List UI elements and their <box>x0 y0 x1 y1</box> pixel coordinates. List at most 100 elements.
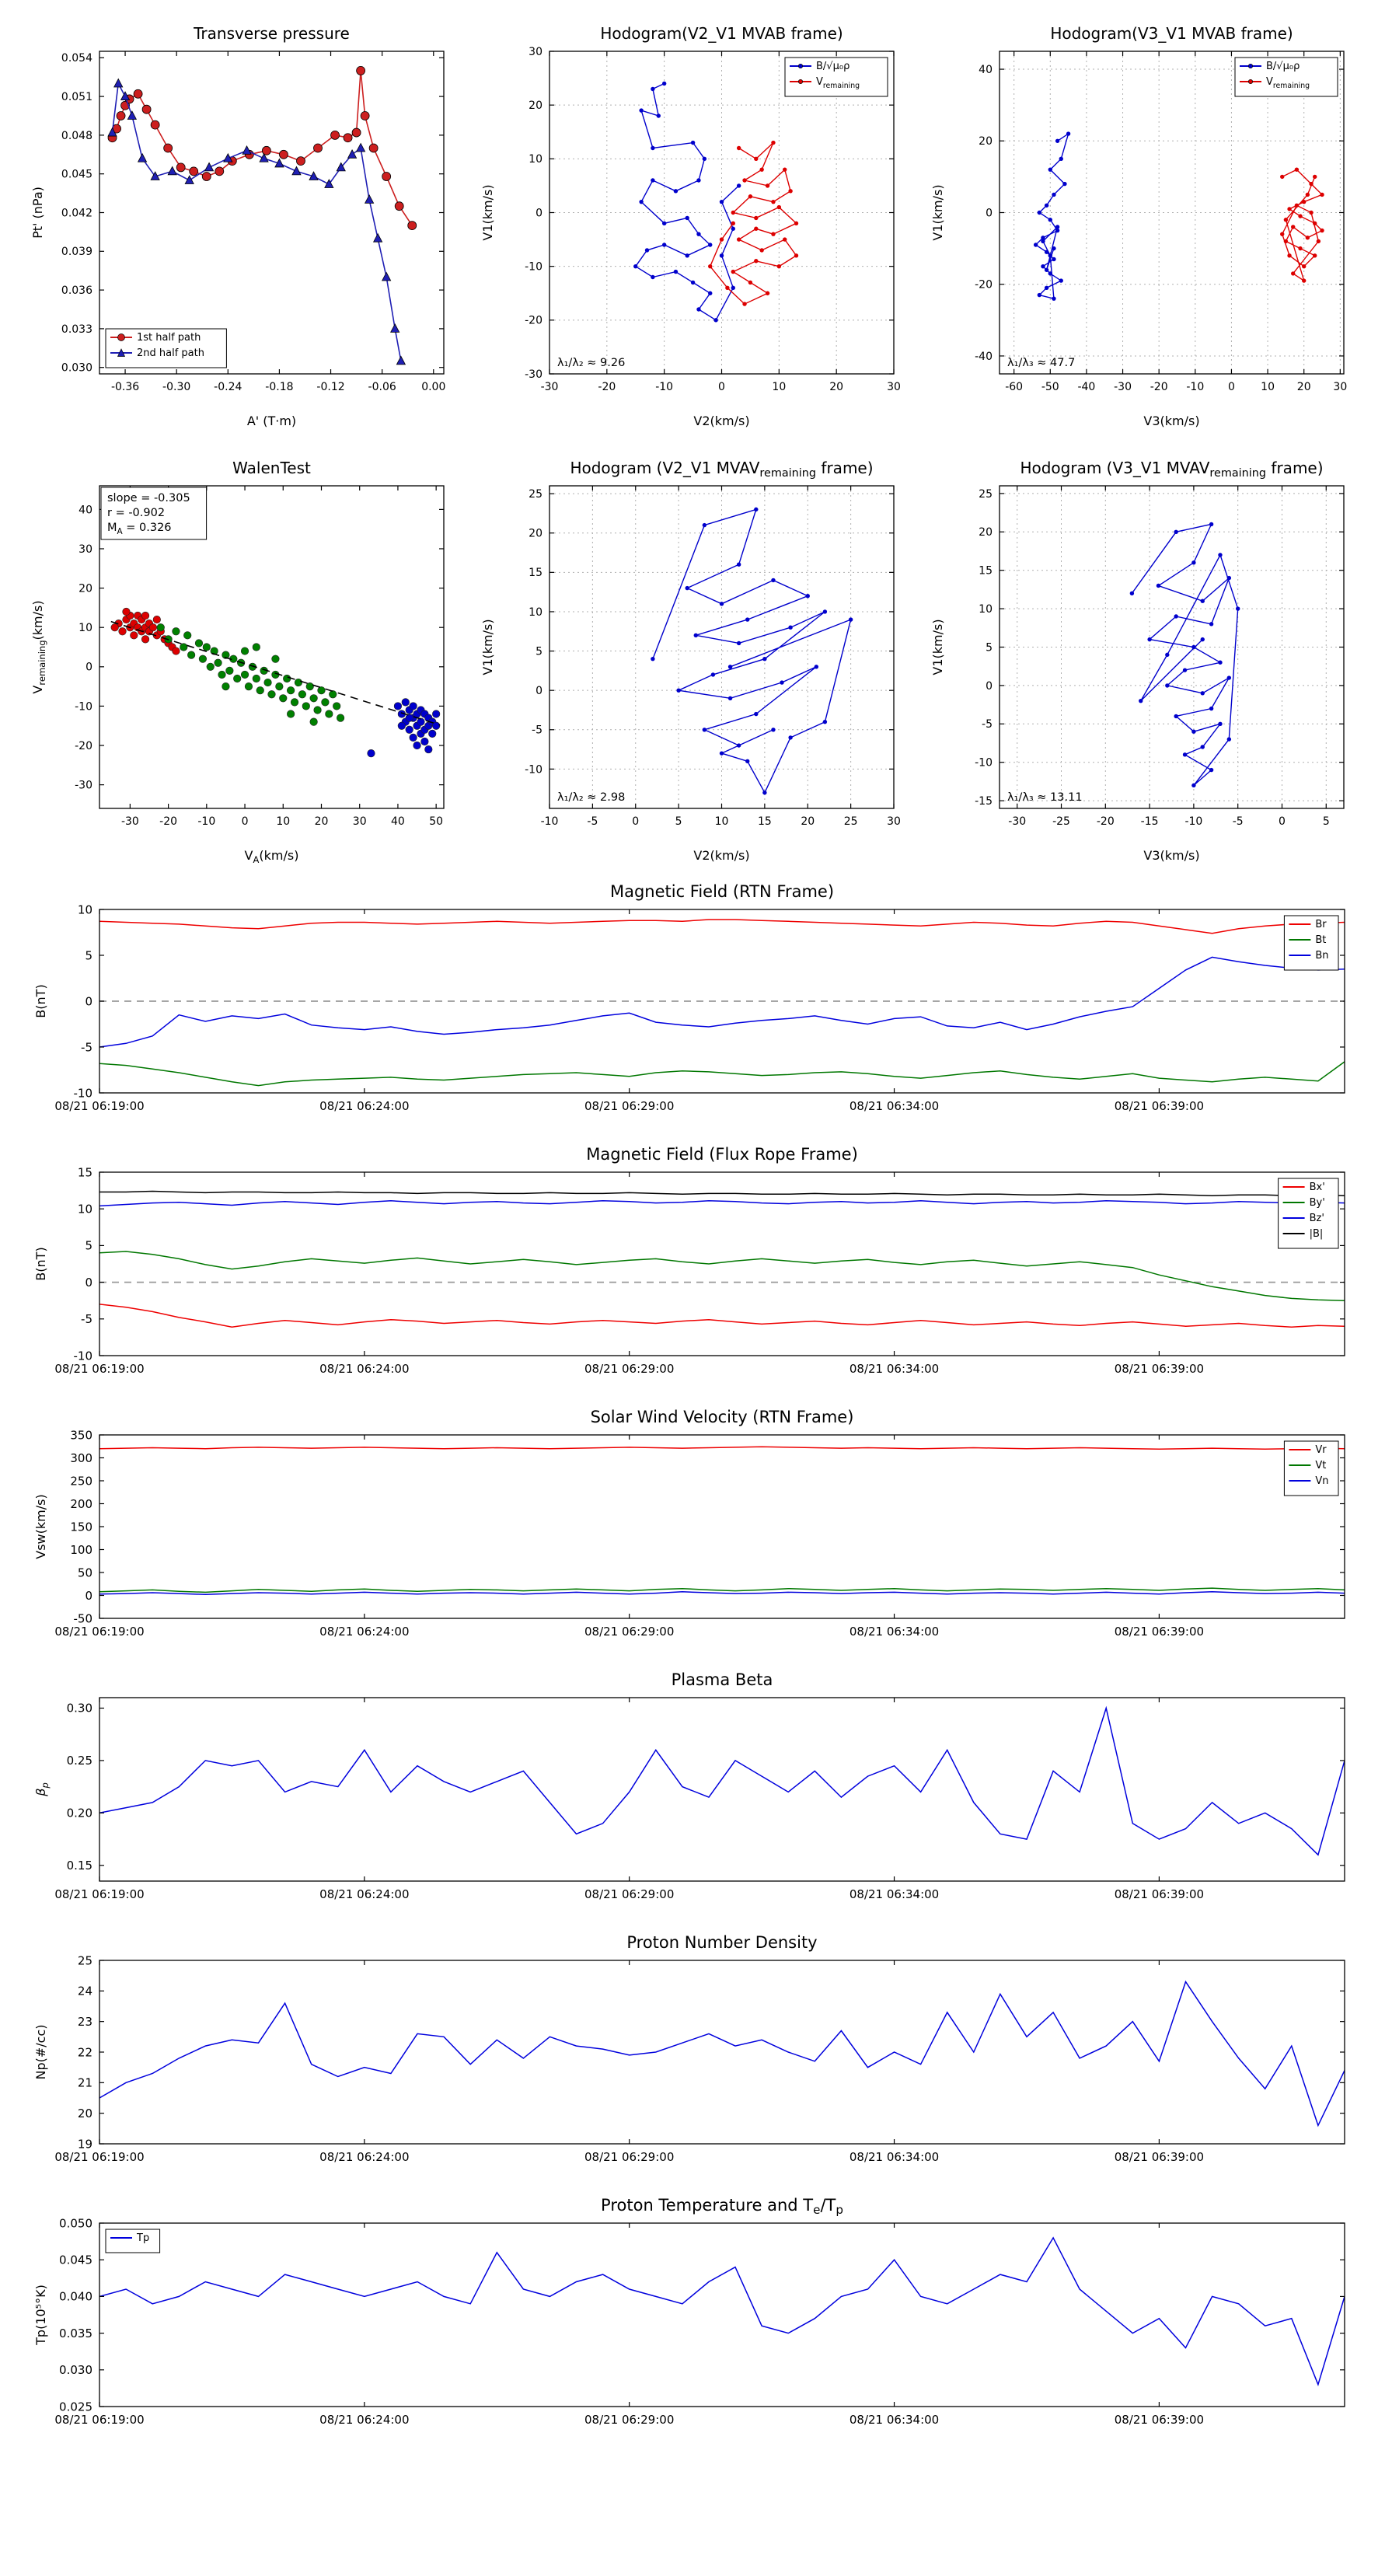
svg-text:-0.30: -0.30 <box>162 381 190 393</box>
svg-text:-20: -20 <box>1097 815 1115 828</box>
svg-text:08/21 06:39:00: 08/21 06:39:00 <box>1115 2413 1204 2427</box>
svg-text:08/21 06:39:00: 08/21 06:39:00 <box>1115 1625 1204 1639</box>
proton-temp-plot: 08/21 06:19:00 08/21 06:24:00 08/21 06:29:… <box>22 2189 1374 2445</box>
svg-text:08/21 06:39:00: 08/21 06:39:00 <box>1115 1887 1204 1901</box>
svg-text:10: 10 <box>979 603 993 616</box>
svg-text:Bz': Bz' <box>1310 1213 1324 1224</box>
hodogram-v2v1-mvav-plot: -10 -5 0 5 10 15 20 25 30 -10 -5 0 5 10 15 20 25 Hodogram… <box>472 445 911 869</box>
svg-text:V2(km/s): V2(km/s) <box>693 414 749 428</box>
svg-text:08/21 06:29:00: 08/21 06:29:00 <box>584 1099 674 1113</box>
chart-plasma-beta: 08/21 06:19:00 08/21 06:24:00 08/21 06:29:… <box>0 1663 1399 1920</box>
svg-text:-50: -50 <box>74 1611 93 1625</box>
svg-text:2nd half path: 2nd half path <box>137 347 204 359</box>
svg-text:0.042: 0.042 <box>61 207 92 219</box>
svg-text:15: 15 <box>979 565 993 578</box>
svg-text:08/21 06:39:00: 08/21 06:39:00 <box>1115 2150 1204 2164</box>
svg-text:Bt: Bt <box>1315 934 1326 946</box>
svg-text:08/21 06:39:00: 08/21 06:39:00 <box>1115 1099 1204 1113</box>
svg-text:20: 20 <box>1297 381 1311 393</box>
svg-text:-40: -40 <box>1077 381 1095 393</box>
svg-text:Proton Temperature and Te/Tp: Proton Temperature and Te/Tp <box>601 2196 843 2217</box>
svg-text:15: 15 <box>78 1165 92 1179</box>
svg-text:Magnetic Field (RTN Frame): Magnetic Field (RTN Frame) <box>610 882 834 901</box>
svg-text:-10: -10 <box>655 381 673 393</box>
svg-text:5: 5 <box>986 641 993 654</box>
svg-text:08/21 06:29:00: 08/21 06:29:00 <box>584 1362 674 1376</box>
svg-text:-0.18: -0.18 <box>265 381 293 393</box>
svg-text:0: 0 <box>536 207 543 219</box>
svg-text:15: 15 <box>529 567 543 579</box>
svg-text:MA = 0.326: MA = 0.326 <box>107 522 172 536</box>
svg-text:-20: -20 <box>598 381 616 393</box>
svg-text:19: 19 <box>78 2137 92 2151</box>
svg-text:Hodogram (V2_V1 MVAVremaining: Hodogram (V2_V1 MVAVremaining frame) <box>570 459 873 480</box>
svg-text:Transverse pressure: Transverse pressure <box>193 24 350 43</box>
svg-text:50: 50 <box>78 1565 92 1579</box>
svg-text:08/21 06:39:00: 08/21 06:39:00 <box>1115 1362 1204 1376</box>
svg-text:08/21 06:19:00: 08/21 06:19:00 <box>54 2150 144 2164</box>
chart-proton-density: 08/21 06:19:00 08/21 06:24:00 08/21 06:29:… <box>0 1926 1399 2183</box>
svg-text:-10: -10 <box>74 1349 93 1363</box>
svg-text:10: 10 <box>78 902 92 916</box>
svg-text:08/21 06:19:00: 08/21 06:19:00 <box>54 1099 144 1113</box>
svg-text:Vremaining: Vremaining <box>816 76 860 90</box>
svg-text:08/21 06:34:00: 08/21 06:34:00 <box>850 1887 939 1901</box>
svg-text:0: 0 <box>1279 815 1286 828</box>
svg-text:-10: -10 <box>975 757 993 770</box>
svg-text:0.25: 0.25 <box>67 1754 92 1768</box>
svg-text:30: 30 <box>1333 381 1347 393</box>
svg-text:20: 20 <box>78 582 92 595</box>
svg-text:0: 0 <box>242 815 249 828</box>
svg-text:-30: -30 <box>75 780 92 792</box>
svg-text:-5: -5 <box>587 815 598 828</box>
svg-text:-0.06: -0.06 <box>368 381 396 393</box>
svg-text:-60: -60 <box>1005 381 1023 393</box>
svg-text:-20: -20 <box>1150 381 1168 393</box>
hodogram-v3v1-mvab-plot: -60 -50 -40 -30 -20 -10 0 10 20 30 -40 -20 0 20 40 Hodo… <box>922 11 1361 435</box>
svg-text:150: 150 <box>70 1520 92 1534</box>
svg-text:0: 0 <box>1228 381 1235 393</box>
svg-text:Np(#/cc): Np(#/cc) <box>33 2025 48 2080</box>
svg-text:10: 10 <box>78 622 92 634</box>
svg-text:20: 20 <box>829 381 843 393</box>
walen-test-plot: -30 -20 -10 0 10 20 30 40 50 -30 -20 -10 0 10 20 30 40 Wa… <box>22 445 461 869</box>
svg-text:08/21 06:34:00: 08/21 06:34:00 <box>850 1362 939 1376</box>
svg-text:-20: -20 <box>159 815 177 828</box>
chart-hodogram-v2v1-mvab: -30 -20 -10 0 10 20 30 -30 -20 -10 0 10 20 30 Hodogram… <box>472 11 911 435</box>
svg-text:βp: βp <box>33 1782 51 1797</box>
svg-text:08/21 06:34:00: 08/21 06:34:00 <box>850 2413 939 2427</box>
svg-text:10: 10 <box>78 1202 92 1216</box>
mag-rtn-plot: 08/21 06:19:00 08/21 06:24:00 08/21 06:29:… <box>22 875 1374 1132</box>
svg-text:5: 5 <box>675 815 682 828</box>
svg-text:0.051: 0.051 <box>61 91 92 103</box>
svg-text:-10: -10 <box>541 815 559 828</box>
svg-text:08/21 06:24:00: 08/21 06:24:00 <box>319 1362 409 1376</box>
svg-text:|B|: |B| <box>1310 1228 1324 1240</box>
chart-proton-temperature: 08/21 06:19:00 08/21 06:24:00 08/21 06:29:… <box>0 2189 1399 2445</box>
svg-text:-30: -30 <box>1008 815 1026 828</box>
svg-text:-10: -10 <box>197 815 215 828</box>
svg-text:0.050: 0.050 <box>59 2216 92 2230</box>
svg-text:-20: -20 <box>75 740 92 752</box>
svg-text:100: 100 <box>70 1543 92 1557</box>
svg-text:08/21 06:19:00: 08/21 06:19:00 <box>54 1625 144 1639</box>
svg-text:-10: -10 <box>1186 381 1204 393</box>
svg-text:300: 300 <box>70 1451 92 1465</box>
svg-text:0.30: 0.30 <box>67 1702 92 1716</box>
svg-text:0: 0 <box>85 994 92 1008</box>
svg-text:0: 0 <box>718 381 725 393</box>
svg-text:0: 0 <box>632 815 639 828</box>
svg-text:-0.24: -0.24 <box>214 381 242 393</box>
svg-text:-15: -15 <box>975 795 993 808</box>
svg-text:250: 250 <box>70 1474 92 1488</box>
svg-text:10: 10 <box>529 606 543 619</box>
svg-text:30: 30 <box>529 46 543 58</box>
svg-text:A' (T·m): A' (T·m) <box>247 414 296 428</box>
svg-text:r = -0.902: r = -0.902 <box>107 507 165 519</box>
svg-text:Bx': Bx' <box>1310 1182 1325 1193</box>
svg-text:08/21 06:29:00: 08/21 06:29:00 <box>584 2413 674 2427</box>
svg-text:20: 20 <box>78 2107 92 2120</box>
svg-text:-20: -20 <box>975 279 993 291</box>
svg-text:slope = -0.305: slope = -0.305 <box>107 492 190 504</box>
svg-text:5: 5 <box>85 1239 92 1253</box>
